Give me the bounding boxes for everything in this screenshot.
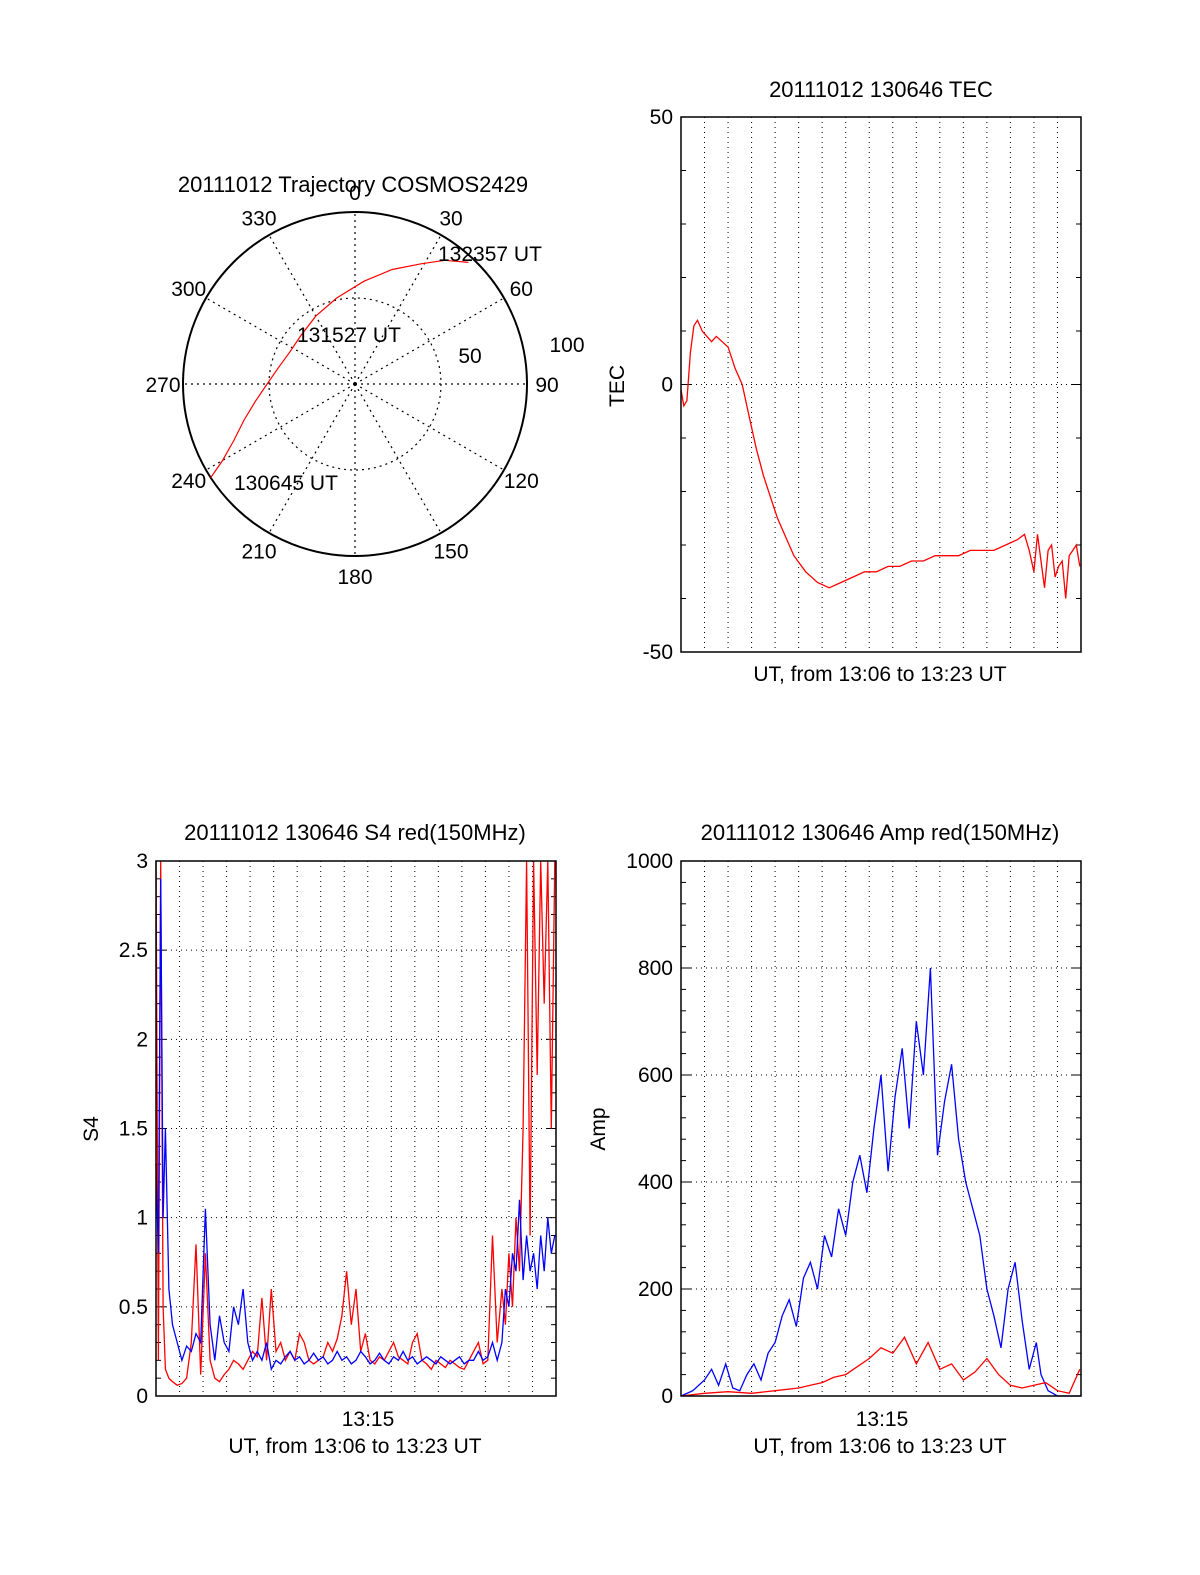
y-tick-label: 200 [638, 1278, 673, 1301]
y-tick-label: 0 [136, 1385, 148, 1408]
polar-outer-circle [182, 211, 528, 557]
y-tick-label: 400 [638, 1171, 673, 1194]
s4-xlabel: UT, from 13:06 to 13:23 UT [228, 1435, 481, 1458]
s4-title: 20111012 130646 S4 red(150MHz) [184, 820, 526, 845]
amp-title: 20111012 130646 Amp red(150MHz) [701, 820, 1060, 845]
polar-spoke [268, 383, 356, 534]
x-tick-label: 13:15 [856, 1408, 909, 1431]
polar-trajectory-chart: 20111012 Trajectory COSMOS2429 0 30 60 90 12… [145, 172, 584, 589]
polar-angle-label: 270 [145, 374, 180, 397]
annotation-start-time: 130645 UT [234, 472, 338, 495]
plot-frame [680, 116, 1082, 653]
polar-angle-label: 120 [504, 470, 539, 493]
tec-title: 20111012 130646 TEC [769, 77, 993, 102]
trajectory-line [210, 259, 469, 479]
tec-ylabel: TEC [606, 365, 629, 407]
y-tick-label: 0 [661, 374, 673, 397]
y-tick-label: 1 [136, 1207, 148, 1230]
annotation-mid-time: 131527 UT [297, 324, 401, 347]
y-tick-label: 0 [661, 1385, 673, 1408]
polar-angle-label: 150 [433, 540, 468, 563]
plot-frame [155, 860, 557, 1397]
polar-angle-label: 90 [535, 374, 558, 397]
tec-chart: 20111012 130646 TEC UT, from 13:06 to 13… [606, 77, 1082, 686]
y-tick-label: 0.5 [119, 1296, 148, 1319]
polar-grid [182, 211, 528, 557]
x-tick-label: 13:15 [342, 1408, 395, 1431]
polar-angle-label: 180 [337, 566, 372, 589]
y-tick-label: 800 [638, 957, 673, 980]
y-tick-label: 2.5 [119, 939, 148, 962]
amp-ylabel: Amp [587, 1107, 610, 1150]
annotation-end-time: 132357 UT [438, 243, 542, 266]
s4-chart: 20111012 130646 S4 red(150MHz) UT, from … [80, 820, 557, 1458]
polar-angle-label: 240 [171, 470, 206, 493]
y-tick-label: 2 [136, 1028, 148, 1051]
y-tick-label: 600 [638, 1064, 673, 1087]
y-tick-label: 50 [650, 106, 673, 129]
polar-spoke [268, 234, 356, 385]
polar-angle-label: 30 [439, 208, 462, 231]
polar-title: 20111012 Trajectory COSMOS2429 [178, 172, 528, 197]
polar-angle-label: 330 [241, 208, 276, 231]
polar-spoke [354, 383, 505, 471]
polar-spoke [205, 383, 356, 471]
polar-spoke [354, 383, 442, 534]
plot-frame [680, 860, 1082, 1397]
amp-chart: 20111012 130646 Amp red(150MHz) UT, from… [587, 820, 1082, 1458]
y-tick-label: 1.5 [119, 1118, 148, 1141]
amp-xlabel: UT, from 13:06 to 13:23 UT [753, 1435, 1006, 1458]
polar-angle-label: 210 [241, 540, 276, 563]
s4-ylabel: S4 [80, 1116, 103, 1142]
y-tick-label: 1000 [626, 850, 673, 873]
series-line [680, 967, 1081, 1397]
tec-xlabel: UT, from 13:06 to 13:23 UT [753, 663, 1006, 686]
polar-angle-labels: 0 30 60 90 120 150 180 210 240 270 300 330 [145, 182, 558, 589]
polar-radius-label-50: 50 [458, 345, 481, 368]
polar-angle-label: 0 [349, 182, 361, 205]
series-line [155, 878, 556, 1372]
polar-spoke [354, 234, 442, 385]
y-tick-label: 3 [136, 850, 148, 873]
polar-spoke [354, 297, 505, 385]
series-line [155, 860, 556, 1387]
series-line [680, 1335, 1081, 1397]
polar-angle-label: 60 [510, 278, 533, 301]
series-line [680, 318, 1081, 599]
y-tick-label: -50 [643, 641, 673, 664]
polar-radius-label-100: 100 [549, 334, 584, 357]
polar-spoke [205, 297, 356, 385]
polar-angle-label: 300 [171, 278, 206, 301]
